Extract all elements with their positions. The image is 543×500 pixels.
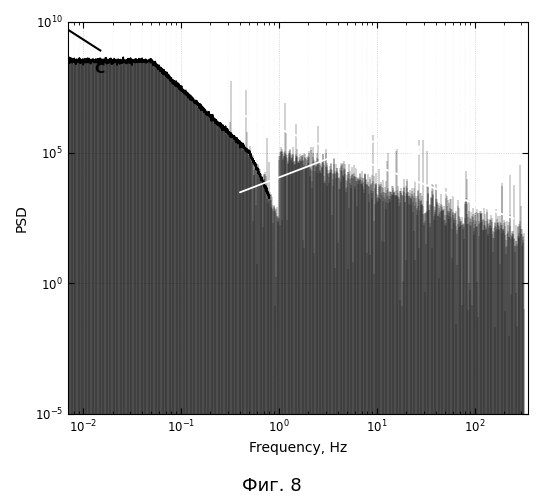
Text: A: A — [356, 158, 367, 172]
Y-axis label: PSD: PSD — [15, 204, 29, 232]
Text: B: B — [411, 144, 421, 158]
Text: Фиг. 8: Фиг. 8 — [242, 477, 301, 495]
Text: C: C — [94, 62, 104, 76]
X-axis label: Frequency, Hz: Frequency, Hz — [249, 441, 347, 455]
